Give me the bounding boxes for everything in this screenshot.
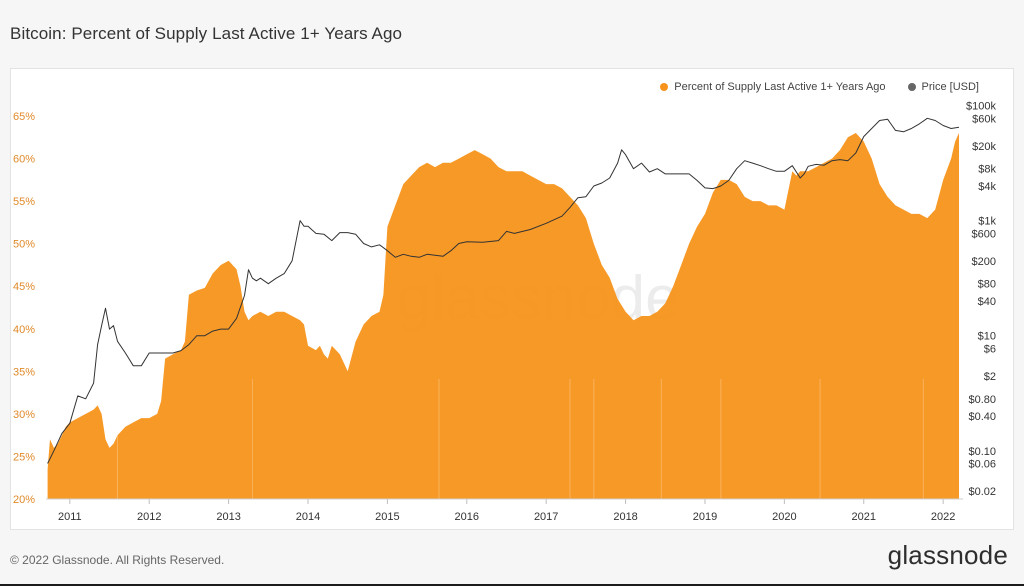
legend-label-supply: Percent of Supply Last Active 1+ Years A… [674, 81, 886, 93]
x-tick-label: 2021 [852, 511, 876, 523]
y-left-tick-label: 40% [13, 324, 35, 336]
chart-panel: glassnode20%25%30%35%40%45%50%55%60%65%$… [10, 68, 1014, 530]
x-tick-label: 2020 [772, 511, 796, 523]
x-tick-label: 2019 [693, 511, 717, 523]
x-tick-label: 2014 [296, 511, 320, 523]
copyright-text: © 2022 Glassnode. All Rights Reserved. [10, 553, 225, 567]
y-left-tick-label: 35% [13, 366, 35, 378]
legend-dot-supply [660, 83, 669, 91]
y-right-tick-label: $8k [978, 164, 996, 176]
y-right-tick-label: $600 [972, 228, 996, 240]
y-left-tick-label: 60% [13, 154, 35, 166]
legend-item-supply[interactable]: Percent of Supply Last Active 1+ Years A… [660, 81, 886, 93]
y-right-tick-label: $0.10 [968, 446, 996, 458]
y-right-tick-label: $1k [978, 216, 996, 228]
y-right-tick-label: $20k [972, 141, 996, 153]
y-right-tick-label: $80 [978, 279, 996, 291]
y-left-tick-label: 20% [13, 494, 35, 506]
x-tick-label: 2017 [534, 511, 558, 523]
legend: Percent of Supply Last Active 1+ Years A… [660, 81, 979, 93]
legend-dot-price [907, 83, 916, 91]
y-right-tick-label: $4k [978, 181, 996, 193]
y-right-tick-label: $40 [978, 296, 996, 308]
x-tick-label: 2018 [613, 511, 637, 523]
y-right-tick-label: $100k [966, 101, 996, 113]
chart-title: Bitcoin: Percent of Supply Last Active 1… [10, 24, 403, 43]
x-tick-label: 2015 [375, 511, 399, 523]
x-tick-label: 2012 [137, 511, 161, 523]
legend-item-price[interactable]: Price [USD] [907, 81, 979, 93]
price-line-series [47, 117, 960, 464]
x-tick-label: 2013 [216, 511, 240, 523]
y-right-tick-label: $2 [984, 371, 996, 383]
y-right-tick-label: $10 [978, 331, 996, 343]
y-right-tick-label: $200 [972, 256, 996, 268]
glassnode-logo[interactable]: glassnode [887, 540, 1008, 570]
y-left-tick-label: 50% [13, 239, 35, 251]
bottom-divider [0, 584, 1024, 586]
chart-svg[interactable]: glassnode20%25%30%35%40%45%50%55%60%65%$… [11, 69, 1015, 531]
y-left-tick-label: 45% [13, 281, 35, 293]
y-left-tick-label: 65% [13, 111, 35, 123]
y-left-tick-label: 30% [13, 409, 35, 421]
x-tick-label: 2011 [58, 511, 82, 523]
y-left-tick-label: 55% [13, 196, 35, 208]
y-right-tick-label: $6 [984, 343, 996, 355]
y-right-tick-label: $0.06 [968, 459, 996, 471]
supply-area-series [47, 133, 960, 499]
x-tick-label: 2016 [455, 511, 479, 523]
y-right-tick-label: $60k [972, 113, 996, 125]
y-right-tick-label: $0.02 [968, 486, 996, 498]
legend-label-price: Price [USD] [921, 81, 979, 93]
y-right-tick-label: $0.80 [968, 394, 996, 406]
y-left-tick-label: 25% [13, 451, 35, 463]
y-right-tick-label: $0.40 [968, 411, 996, 423]
x-tick-label: 2022 [931, 511, 955, 523]
